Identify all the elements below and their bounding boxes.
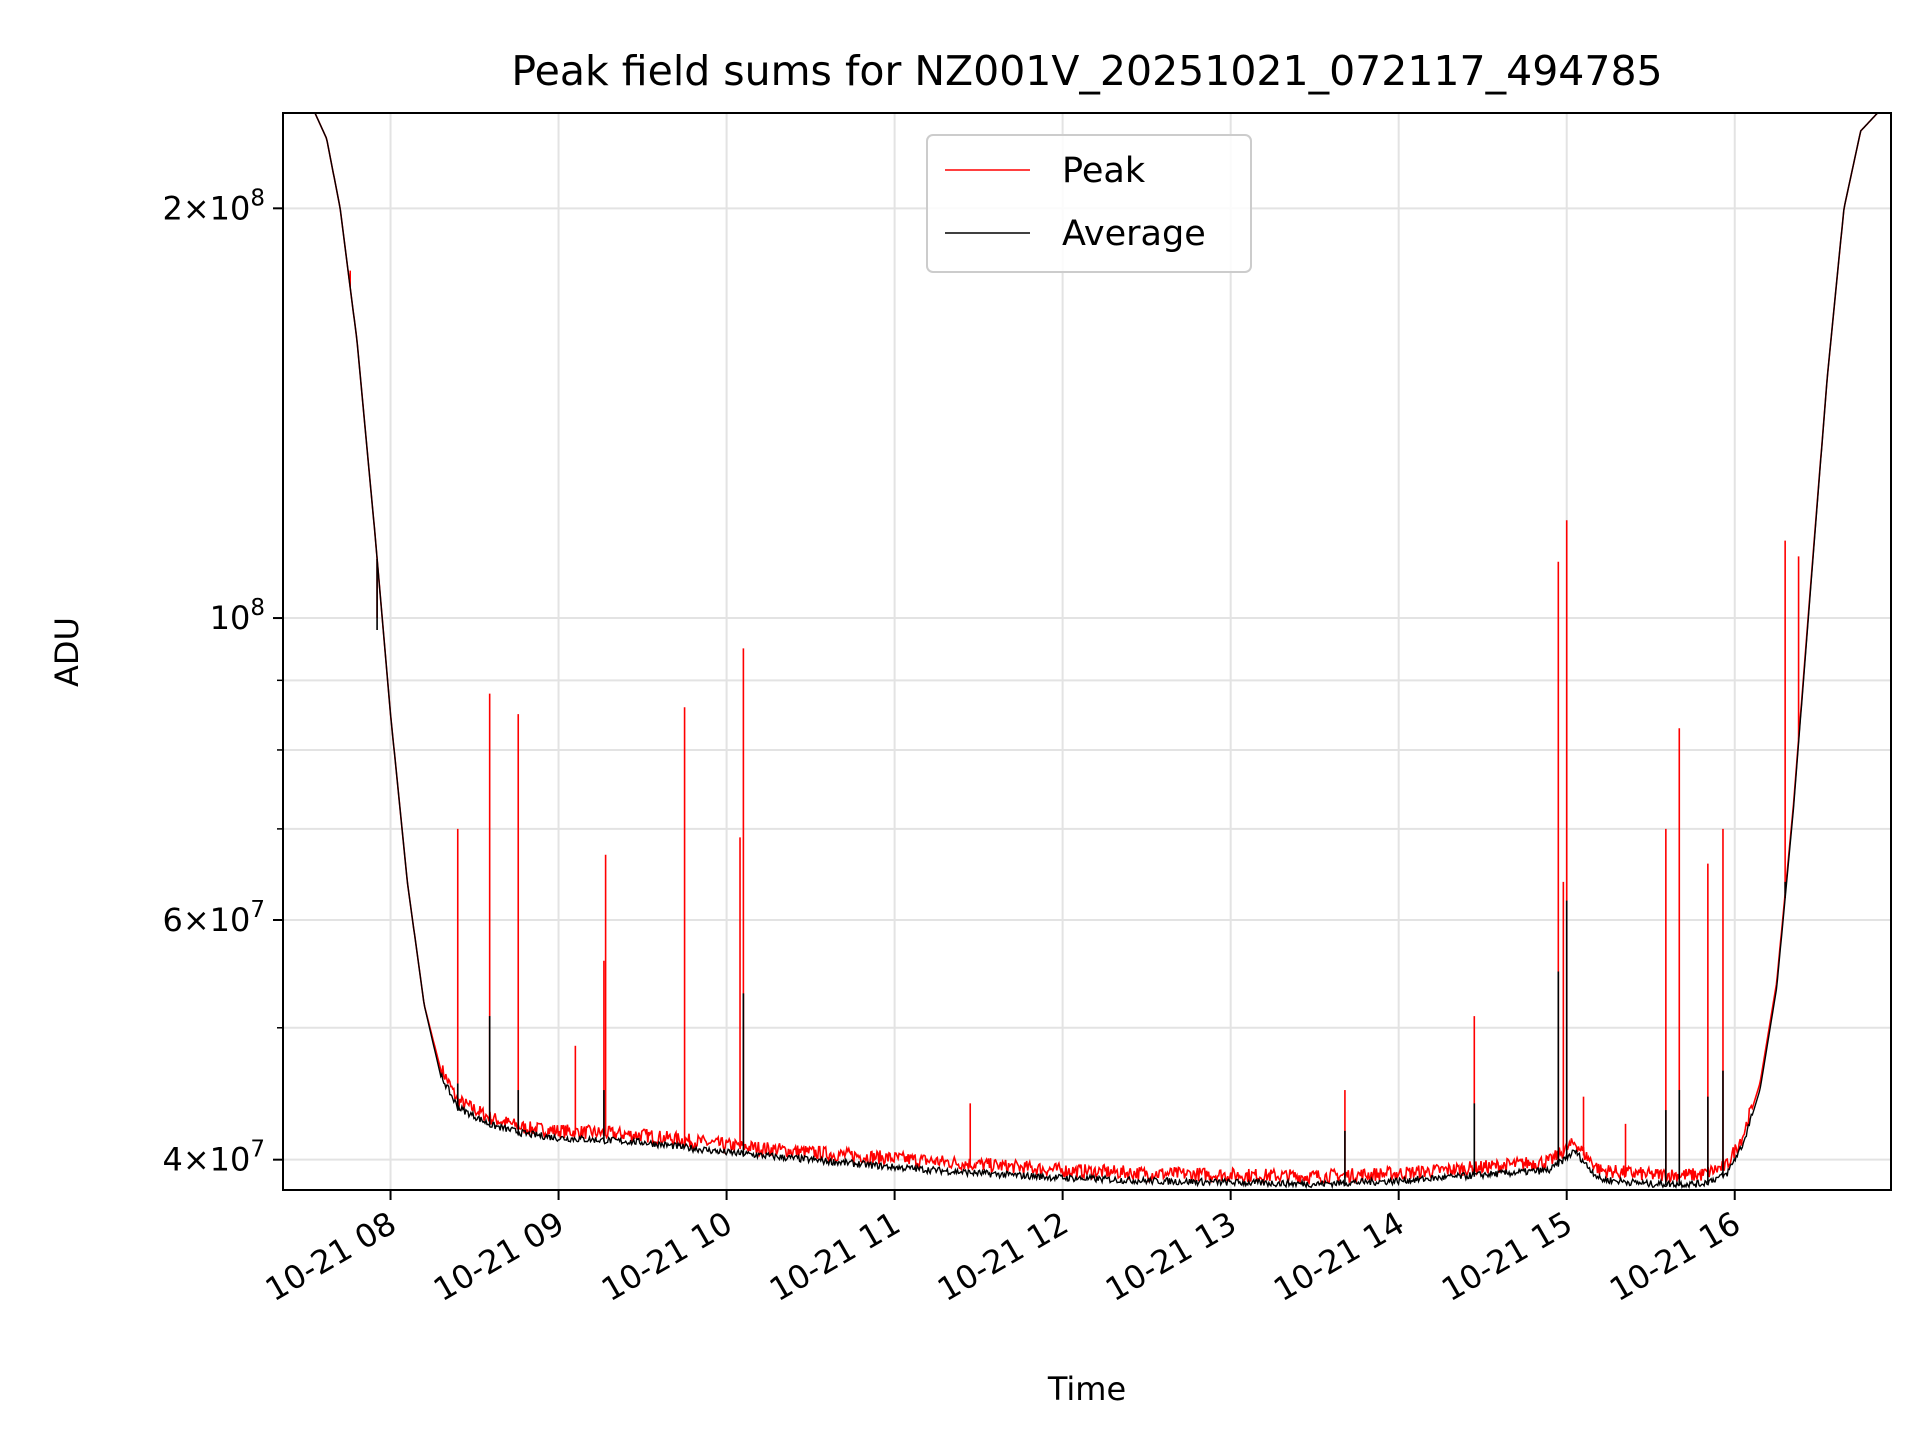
legend-label-peak: Peak [1062, 151, 1146, 191]
y-tick-label: 2×108 [162, 185, 265, 227]
y-tick-label: 6×107 [162, 897, 265, 939]
y-tick-label: 4×107 [162, 1137, 265, 1179]
y-axis-label: ADU [48, 617, 86, 687]
series-lines [283, 113, 1891, 1190]
legend: Peak Average [926, 134, 1252, 273]
series-line-average [283, 113, 1891, 1190]
grid-lines [283, 113, 1891, 1190]
chart-title: Peak field sums for NZ001V_20251021_0721… [511, 47, 1662, 95]
x-axis-label: Time [1047, 1370, 1126, 1408]
legend-label-average: Average [1062, 214, 1206, 254]
plot-area [283, 113, 1891, 1190]
y-tick-label: 108 [210, 595, 265, 637]
plot-frame [282, 112, 1892, 1191]
